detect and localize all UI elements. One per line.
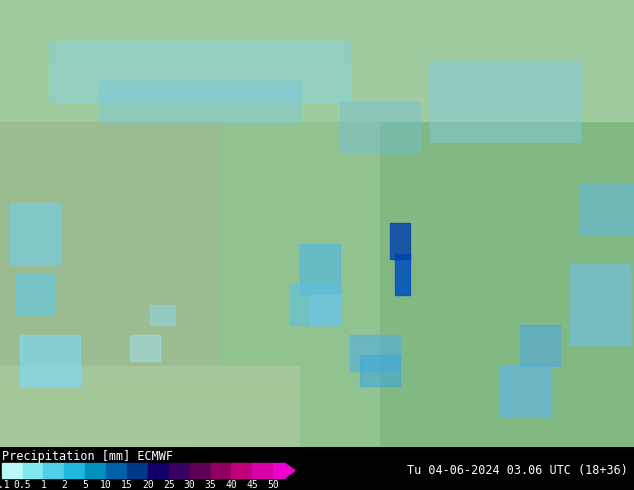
Text: Precipitation [mm] ECMWF: Precipitation [mm] ECMWF bbox=[2, 450, 172, 464]
Bar bbox=[430, 61, 580, 142]
Bar bbox=[570, 264, 630, 345]
Bar bbox=[2, 463, 23, 478]
Text: 30: 30 bbox=[184, 480, 195, 490]
Text: 15: 15 bbox=[121, 480, 133, 490]
Bar bbox=[390, 223, 410, 259]
Text: Tu 04-06-2024 03.06 UTC (18+36): Tu 04-06-2024 03.06 UTC (18+36) bbox=[407, 464, 628, 477]
Bar bbox=[64, 463, 85, 478]
Bar bbox=[15, 274, 55, 315]
Bar bbox=[500, 366, 550, 416]
Bar bbox=[23, 463, 44, 478]
Bar bbox=[150, 305, 175, 325]
Bar bbox=[20, 335, 80, 386]
Bar bbox=[300, 244, 340, 294]
Bar bbox=[520, 325, 560, 366]
Text: 20: 20 bbox=[142, 480, 154, 490]
Bar bbox=[395, 254, 410, 294]
Text: 1: 1 bbox=[41, 480, 46, 490]
Bar bbox=[169, 463, 190, 478]
Bar bbox=[127, 463, 148, 478]
Bar bbox=[231, 463, 252, 478]
Bar bbox=[340, 101, 420, 152]
Text: 45: 45 bbox=[247, 480, 258, 490]
Bar bbox=[290, 284, 340, 325]
Text: 25: 25 bbox=[163, 480, 174, 490]
Bar bbox=[106, 463, 127, 478]
Text: 50: 50 bbox=[268, 480, 279, 490]
Bar bbox=[210, 463, 231, 478]
Text: 0.5: 0.5 bbox=[14, 480, 31, 490]
Bar bbox=[130, 335, 160, 361]
Bar bbox=[350, 335, 400, 371]
Bar bbox=[50, 41, 350, 101]
Text: 35: 35 bbox=[205, 480, 216, 490]
Bar bbox=[100, 81, 300, 122]
Text: 10: 10 bbox=[100, 480, 112, 490]
Bar bbox=[252, 463, 273, 478]
Bar bbox=[273, 463, 285, 478]
Text: 5: 5 bbox=[82, 480, 88, 490]
Bar bbox=[10, 203, 60, 264]
Text: 2: 2 bbox=[61, 480, 67, 490]
Bar bbox=[360, 355, 400, 386]
Bar bbox=[85, 463, 106, 478]
Bar bbox=[44, 463, 64, 478]
Bar bbox=[190, 463, 210, 478]
Text: 40: 40 bbox=[226, 480, 237, 490]
Polygon shape bbox=[285, 463, 295, 478]
Text: 0.1: 0.1 bbox=[0, 480, 11, 490]
Bar bbox=[310, 294, 340, 325]
Bar bbox=[580, 183, 634, 234]
Bar bbox=[148, 463, 169, 478]
